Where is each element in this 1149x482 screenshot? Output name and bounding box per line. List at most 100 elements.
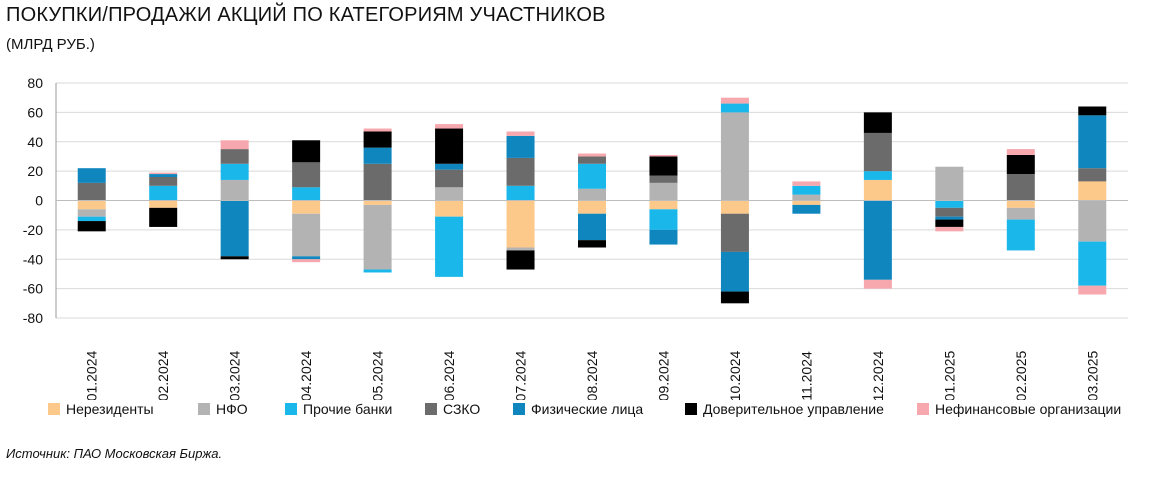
y-tick-label: 40 (27, 134, 43, 150)
x-tick-label: 08.2024 (584, 350, 600, 400)
bar-segment (578, 200, 606, 214)
bar-segment (935, 207, 964, 217)
legend-label: Физические лица (531, 401, 644, 417)
y-tick-label: 60 (27, 104, 43, 120)
x-tick-label: 02.2024 (155, 350, 171, 400)
bar-segment (220, 256, 249, 260)
bar-segment (578, 240, 606, 248)
bar-segment (292, 200, 321, 214)
bar-segment (863, 132, 892, 172)
x-tick-label: 03.2024 (227, 350, 243, 400)
bar-segment (863, 112, 892, 133)
legend-label: Нерезиденты (66, 401, 154, 417)
bar-segment (149, 172, 178, 175)
legend-label: НФО (216, 401, 248, 417)
bar-segment (1078, 168, 1107, 182)
bar-segment (77, 168, 106, 183)
legend-swatch (513, 403, 525, 415)
y-tick-label: -80 (23, 310, 43, 326)
bar-segment (863, 179, 892, 201)
bar-segment (863, 279, 892, 289)
bar-segment (935, 166, 964, 201)
legend-swatch (198, 403, 210, 415)
bar-segment (77, 209, 106, 217)
bar-segment (435, 128, 464, 164)
x-tick-label: 11.2024 (798, 351, 814, 400)
chart-subtitle: (МЛРД РУБ.) (6, 36, 95, 53)
bar-segment (220, 179, 249, 201)
stacked-bar-chart: -80 -60 -40 -20 0 20 40 60 80 01.2024 02.2024 03.20… (23, 75, 1128, 400)
legend-item: Нерезиденты (48, 401, 198, 417)
x-tick-label: 12.2024 (870, 350, 886, 400)
x-tick-label: 02.2025 (1013, 350, 1029, 400)
bar-segment (149, 200, 178, 208)
bar-segment (292, 213, 321, 257)
bar-segment (506, 200, 535, 248)
bar-segment (649, 229, 678, 245)
bar-segment (720, 200, 749, 214)
bar-segment (720, 213, 749, 252)
bar-segment (935, 226, 964, 232)
y-tick-label: -60 (23, 281, 43, 297)
bar-segment (720, 103, 749, 113)
bar-segment (1078, 285, 1107, 295)
legend-label: Прочие банки (303, 401, 393, 417)
bar-segment (935, 200, 964, 208)
x-tick-label: 05.2024 (370, 350, 386, 400)
x-tick-label: 01.2024 (84, 350, 100, 400)
bar-segment (1006, 219, 1035, 251)
bar-segment (649, 209, 678, 230)
bar-segment (792, 200, 821, 205)
bar-segment (649, 200, 678, 210)
bar-segment (935, 216, 964, 220)
bar-segment (935, 219, 964, 227)
legend-item: Нефинансовые организации (917, 401, 1137, 417)
x-tick-label: 07.2024 (513, 350, 529, 400)
legend-item: Доверительное управление (685, 401, 917, 417)
legend-item: НФО (198, 401, 285, 417)
bar-segment (77, 200, 106, 210)
bar-segment (363, 131, 392, 148)
legend-swatch (425, 403, 437, 415)
y-tick-label: 0 (35, 193, 43, 209)
x-tick-label: 04.2024 (298, 350, 314, 400)
legend-label: СЗКО (443, 401, 481, 417)
bar-segment (578, 153, 606, 157)
bar-segment (792, 194, 821, 201)
legend-item: Физические лица (513, 401, 685, 417)
bar-segment (506, 135, 535, 158)
bar-segment (863, 200, 892, 280)
bar-segment (149, 177, 178, 186)
bar-segment (649, 182, 678, 201)
bar-segment (1078, 115, 1107, 169)
bar-segment (77, 182, 106, 201)
bar-segment (649, 156, 678, 176)
bar-segment (720, 251, 749, 292)
bar-segment (720, 112, 749, 201)
bar-segment (363, 204, 392, 270)
bar-segment (220, 149, 249, 164)
bar-segment (435, 169, 464, 188)
bar-segment (578, 156, 606, 164)
bar-segment (363, 200, 392, 205)
bar-segment (792, 181, 821, 186)
bar-segment (863, 171, 892, 180)
legend-swatch (685, 403, 697, 415)
bar-segment (1078, 106, 1107, 116)
legend-swatch (917, 403, 929, 415)
bar-segment (363, 163, 392, 201)
legend-item: СЗКО (425, 401, 513, 417)
bar-segment (292, 140, 321, 163)
bar-segment (77, 221, 106, 232)
chart-title: ПОКУПКИ/ПРОДАЖИ АКЦИЙ ПО КАТЕГОРИЯМ УЧАС… (6, 4, 606, 26)
bar-segment (1078, 241, 1107, 286)
bar-segment (1006, 174, 1035, 201)
legend-item: Прочие банки (285, 401, 425, 417)
bar-segment (720, 97, 749, 104)
x-tick-label: 06.2024 (441, 350, 457, 400)
bar-segment (792, 204, 821, 214)
bar-segment (292, 256, 321, 260)
legend-label: Доверительное управление (703, 401, 884, 417)
x-tick-label: 09.2024 (655, 350, 671, 400)
bar-segment (649, 175, 678, 183)
